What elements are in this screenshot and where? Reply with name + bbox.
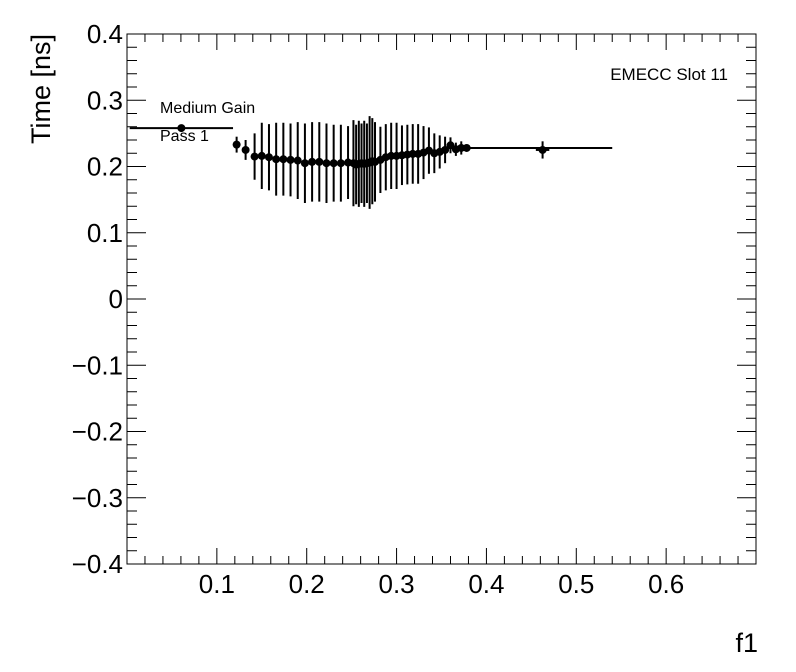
data-points <box>129 116 613 209</box>
data-point <box>392 122 401 190</box>
data-point <box>441 136 450 164</box>
marker <box>272 155 281 164</box>
data-point <box>535 141 550 159</box>
marker <box>329 159 338 168</box>
annotation-gain: Medium Gain <box>160 100 255 117</box>
marker <box>308 157 317 166</box>
marker <box>462 143 471 152</box>
data-point <box>308 122 317 202</box>
y-axis-tick-labels: 0.4 0.3 0.2 0.1 0 −0.1 −0.2 −0.3 −0.4 <box>72 19 123 579</box>
data-point <box>344 126 353 199</box>
y-tick-label: 0.2 <box>87 152 123 182</box>
y-tick-label: 0 <box>109 284 123 314</box>
x-tick-label: 0.5 <box>558 569 594 599</box>
marker <box>241 145 250 154</box>
data-point <box>300 123 309 203</box>
marker <box>177 124 186 133</box>
marker <box>315 157 324 166</box>
y-tick-label: 0.3 <box>87 85 123 115</box>
y-axis-ticks <box>127 33 756 565</box>
data-point <box>241 140 250 160</box>
x-axis-label: f1 <box>735 628 758 658</box>
marker <box>257 151 266 160</box>
x-tick-label: 0.3 <box>378 569 414 599</box>
x-tick-label: 0.6 <box>648 569 684 599</box>
data-point <box>257 122 266 190</box>
data-point <box>286 123 295 197</box>
marker <box>279 155 288 164</box>
marker <box>250 152 259 161</box>
marker <box>336 159 345 168</box>
x-tick-label: 0.2 <box>289 569 325 599</box>
x-tick-label: 0.4 <box>468 569 504 599</box>
x-tick-label: 0.1 <box>199 569 235 599</box>
data-point <box>264 124 273 191</box>
marker <box>286 155 295 164</box>
data-point <box>315 122 324 202</box>
data-point <box>250 133 259 180</box>
data-point <box>272 122 281 196</box>
marker <box>441 145 450 154</box>
data-point <box>462 143 613 152</box>
data-point <box>293 122 302 199</box>
marker <box>232 140 241 149</box>
y-tick-label: 0.1 <box>87 218 123 248</box>
marker <box>538 145 547 154</box>
y-tick-label: −0.1 <box>72 350 123 380</box>
data-point <box>232 136 241 153</box>
data-point <box>336 124 345 202</box>
y-tick-label: −0.2 <box>72 417 123 447</box>
y-tick-label: −0.4 <box>72 549 123 579</box>
marker <box>300 159 309 168</box>
y-tick-label: 0.4 <box>87 19 123 49</box>
data-point <box>129 124 234 133</box>
data-point <box>279 122 288 196</box>
marker <box>293 156 302 165</box>
data-point <box>322 123 331 203</box>
y-axis-label: Time [ns] <box>26 34 56 144</box>
marker <box>322 159 331 168</box>
annotation-slot: EMECC Slot 11 <box>610 65 728 84</box>
y-tick-label: −0.3 <box>72 483 123 513</box>
x-axis-tick-labels: 0.1 0.2 0.3 0.4 0.5 0.6 <box>199 569 684 599</box>
data-point <box>329 124 338 202</box>
annotation-pass: Pass 1 <box>160 128 209 145</box>
marker <box>264 153 273 162</box>
data-point <box>397 125 406 186</box>
